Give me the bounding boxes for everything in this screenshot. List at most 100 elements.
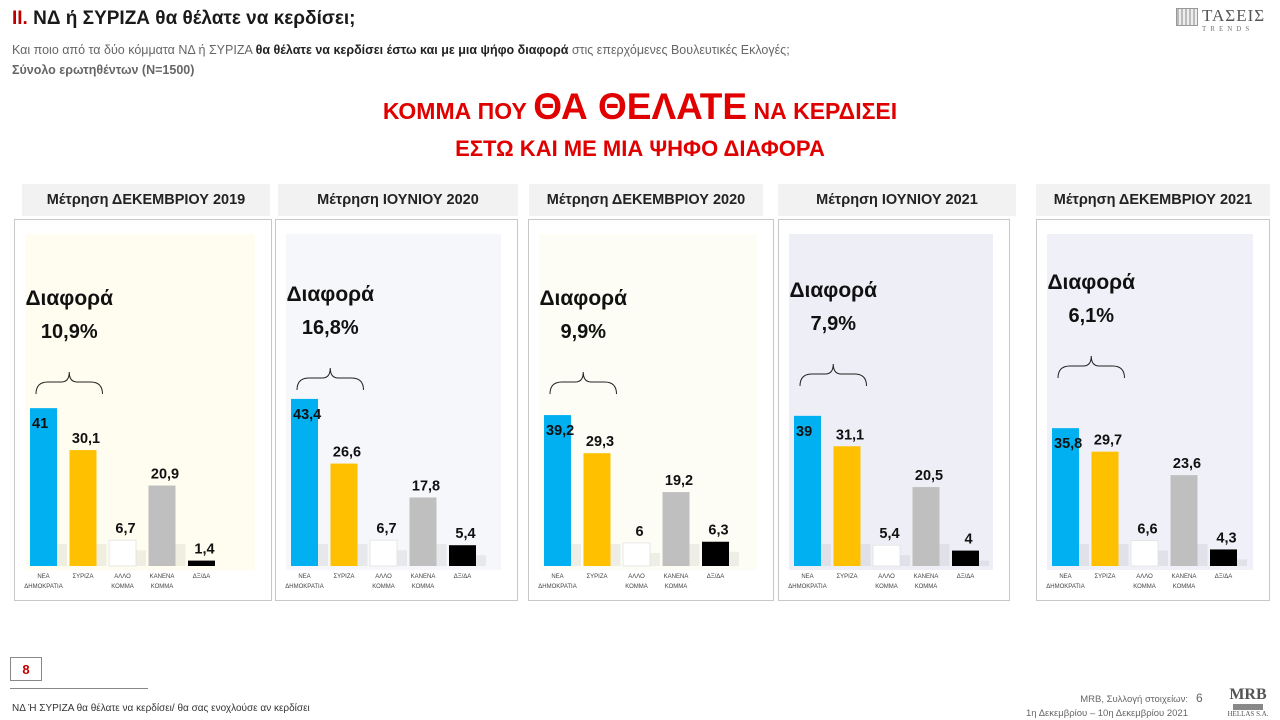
category-label: ΔΞ/ΔΑ [454,574,472,580]
category-label: ΣΥΡΙΖΑ [836,574,857,580]
category-label: ΑΛΛΟ [628,574,645,580]
bar-5 [702,541,729,566]
period-label: Μέτρηση ΙΟΥΝΙΟΥ 2020 [278,184,518,216]
data-label: 39,2 [546,423,574,439]
headline-pre: ΚΟΜΜΑ ΠΟΥ [382,98,534,124]
question-bold: θα θέλατε να κερδίσει έστω και με μια ψή… [255,43,569,57]
mrb-sub: HELLAS S.A. [1227,710,1269,718]
category-label: ΚΟΜΜΑ [625,584,647,590]
source-line-1: MRB, Συλλογή στοιχείων: [1080,694,1188,705]
bar-4 [409,497,437,566]
category-label: ΔΞ/ΔΑ [1215,574,1233,580]
category-label: ΔΗΜΟΚΡΑΤΙΑ [538,584,576,590]
category-label: ΚΑΝΕΝΑ [1172,574,1197,580]
category-label: ΑΛΛΟ [375,574,392,580]
category-label: ΚΟΜΜΑ [151,584,173,590]
headline-post: ΝΑ ΚΕΡΔΙΣΕΙ [747,98,898,124]
bar-2 [833,446,861,566]
category-label: ΚΟΜΜΑ [875,584,897,590]
mrb-name: MRB [1229,686,1267,703]
category-label: ΚΟΜΜΑ [1133,584,1155,590]
bar-2 [583,453,611,566]
difference-bracket [799,363,867,387]
period-label: Μέτρηση ΙΟΥΝΙΟΥ 2021 [778,184,1016,216]
bar-4 [662,492,690,566]
page-box: 8 [10,657,42,681]
category-label: ΝΕΑ [1059,574,1071,580]
chart-panel: Διαφορά 7,9% 39 ΝΕΑ ΔΗΜΟΚΡΑΤΙΑ 31,1 ΣΥΡΙΖΑ 5,4 Α… [778,219,1010,601]
title-roman-numeral: II. [12,8,28,29]
mrb-logo: MRB HELLAS S.A. [1226,686,1270,718]
period-label: Μέτρηση ΔΕΚΕΜΒΡΙΟΥ 2019 [22,184,270,216]
period-label: Μέτρηση ΔΕΚΕΜΒΡΙΟΥ 2021 [1036,184,1270,216]
difference-value: 6,1% [1068,305,1114,327]
bar-5 [188,560,215,566]
chart-panel: Διαφορά 10,9% 41 ΝΕΑ ΔΗΜΟΚΡΑΤΙΑ 30,1 ΣΥΡΙΖΑ 6,7… [14,219,272,601]
chart-panel: Διαφορά 16,8% 43,4 ΝΕΑ ΔΗΜΟΚΡΑΤΙΑ 26,6 ΣΥΡΙΖΑ 6… [275,219,518,601]
difference-label: Διαφορά [789,279,877,302]
bar-chart: Διαφορά 16,8% 43,4 ΝΕΑ ΔΗΜΟΚΡΑΤΙΑ 26,6 ΣΥΡΙΖΑ 6… [285,234,501,590]
category-label: ΝΕΑ [37,574,49,580]
data-label: 29,7 [1094,433,1122,449]
bar-3 [1130,540,1159,567]
difference-bracket [296,367,364,391]
logo-sub: TRENDS [1202,25,1254,33]
data-label: 6,6 [1137,522,1157,538]
category-label: ΚΑΝΕΝΑ [411,574,436,580]
difference-value: 10,9% [41,321,98,343]
data-label: 4,3 [1216,530,1236,546]
data-label: 23,6 [1173,456,1201,472]
difference-label: Διαφορά [1047,271,1135,294]
data-label: 31,1 [836,427,864,443]
bar-5 [449,545,476,566]
question-post: στις επερχόμενες Βουλευτικές Εκλογές; [568,43,790,57]
plot-background [286,234,501,570]
data-label: 26,6 [333,445,361,461]
category-label: ΚΑΝΕΝΑ [664,574,689,580]
bar-3 [872,544,901,567]
data-label: 5,4 [879,526,899,542]
data-label: 29,3 [586,434,614,450]
bar-chart: Διαφορά 6,1% 35,8 ΝΕΑ ΔΗΜΟΚΡΑΤΙΑ 29,7 ΣΥΡΙΖΑ 6,… [1046,234,1253,590]
bar-1 [30,408,57,566]
data-label: 17,8 [412,478,440,494]
mrb-bar-icon [1233,704,1263,710]
category-label: ΚΟΜΜΑ [1173,584,1195,590]
data-label: 30,1 [72,431,100,447]
slide-number: 6 [1196,691,1203,705]
category-label: ΚΑΝΕΝΑ [150,574,175,580]
data-label: 6,7 [115,521,135,537]
difference-value: 9,9% [560,321,606,343]
category-label: ΝΕΑ [551,574,563,580]
category-label: ΣΥΡΙΖΑ [72,574,93,580]
data-label: 20,9 [151,467,179,483]
difference-value: 16,8% [302,317,359,339]
question-pre: Και ποιο από τα δύο κόμματα ΝΔ ή ΣΥΡΙΖΑ [12,43,256,57]
data-label: 20,5 [915,468,943,484]
headline-big: ΘΑ ΘΕΛΑΤΕ [533,86,748,127]
plot-background [1047,234,1253,570]
bar-3 [108,539,137,567]
category-label: ΑΛΛΟ [114,574,131,580]
category-label: ΚΑΝΕΝΑ [914,574,939,580]
bar-5 [952,550,979,566]
data-label: 5,4 [455,526,475,542]
plot-background [25,234,255,570]
difference-label: Διαφορά [25,287,113,310]
data-label: 6,7 [376,521,396,537]
category-label: ΑΛΛΟ [1136,574,1153,580]
category-label: ΝΕΑ [801,574,813,580]
title-text: ΝΔ ή ΣΥΡΙΖΑ θα θέλατε να κερδίσει; [33,8,356,29]
data-label: 43,4 [293,407,321,423]
category-label: ΔΗΜΟΚΡΑΤΙΑ [788,584,826,590]
bar-1 [794,415,821,566]
bar-chart: Διαφορά 7,9% 39 ΝΕΑ ΔΗΜΟΚΡΑΤΙΑ 31,1 ΣΥΡΙΖΑ 5,4 Α… [788,234,993,590]
category-label: ΔΗΜΟΚΡΑΤΙΑ [285,584,323,590]
sample-base: Σύνολο ερωτηθέντων (N=1500) [12,63,195,77]
question-text: Και ποιο από τα δύο κόμματα ΝΔ ή ΣΥΡΙΖΑ … [12,43,790,57]
category-label: ΔΞ/ΔΑ [957,574,975,580]
footnote: ΝΔ Ή ΣΥΡΙΖΑ θα θέλατε να κερδίσει/ θα σα… [12,703,310,714]
category-label: ΝΕΑ [298,574,310,580]
category-label: ΔΞ/ΔΑ [707,574,725,580]
bar-2 [69,450,97,566]
